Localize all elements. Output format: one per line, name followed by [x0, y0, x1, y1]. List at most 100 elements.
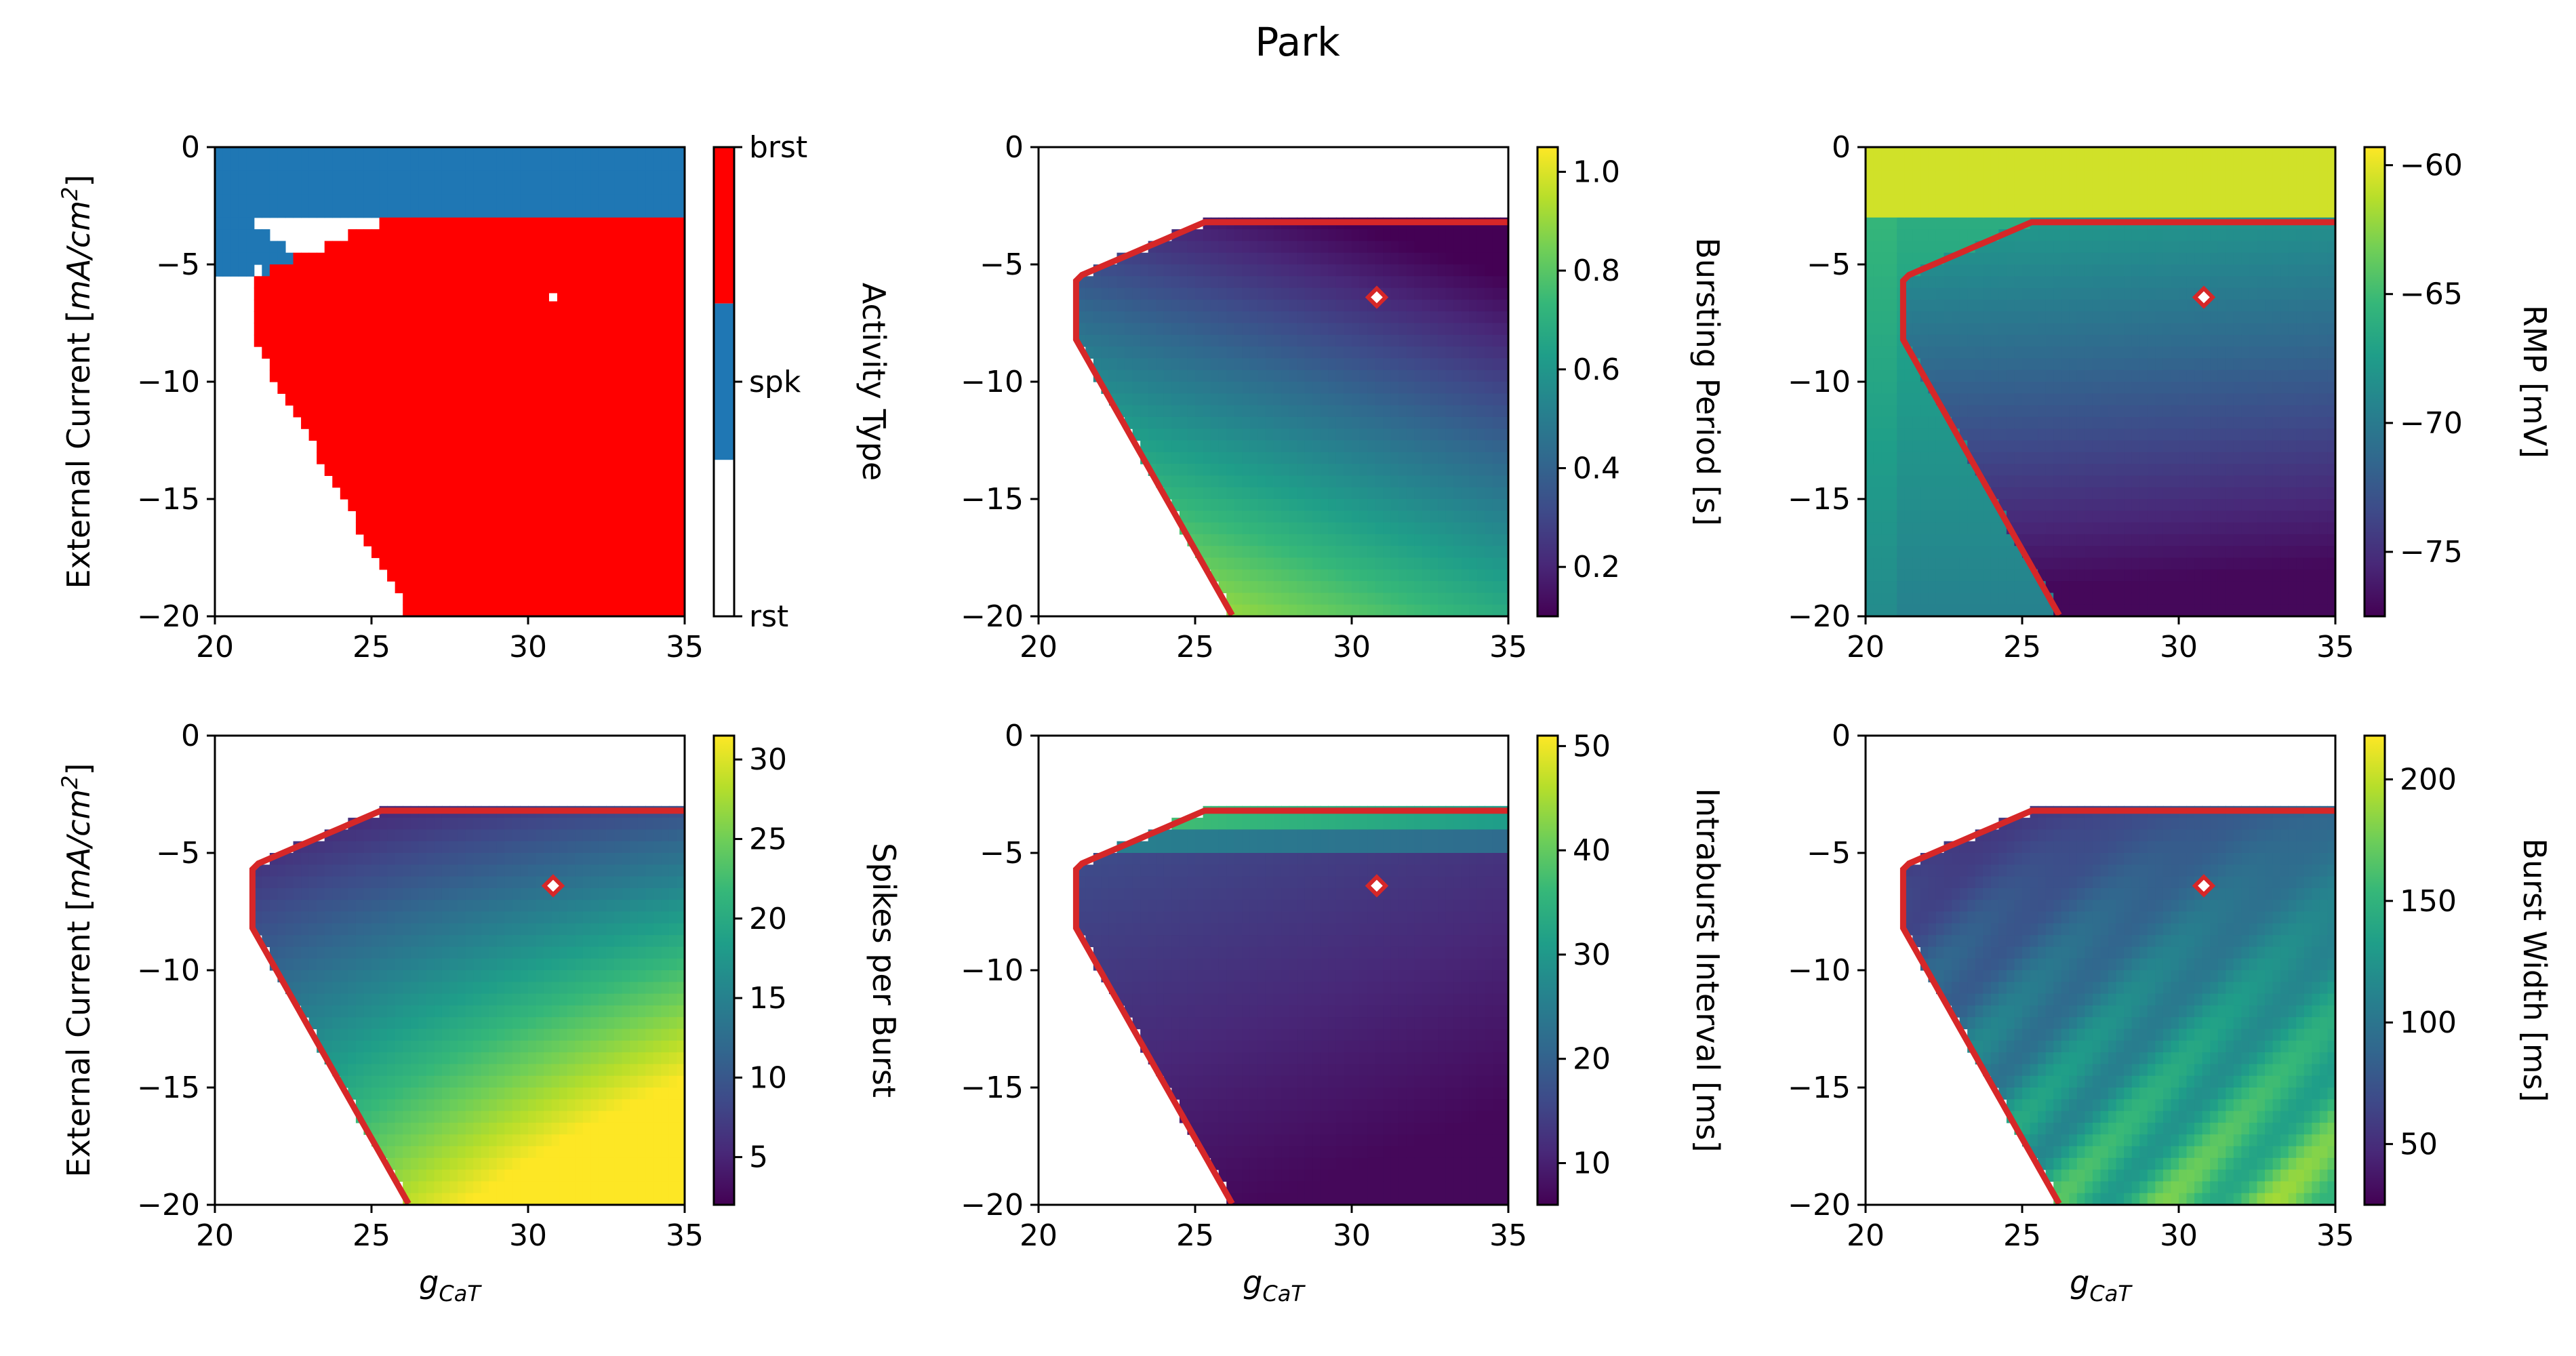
heatmap-cell [348, 252, 357, 265]
heatmap-cell [2100, 428, 2109, 441]
heatmap-cell [1912, 241, 1921, 254]
heatmap-cell [1983, 405, 1992, 418]
heatmap-cell [582, 511, 591, 523]
heatmap-cell [1226, 323, 1235, 336]
heatmap-cell [1438, 276, 1447, 289]
heatmap-cell [1952, 358, 1960, 371]
heatmap-cell [1904, 428, 1913, 441]
heatmap-cell [598, 604, 607, 616]
heatmap-cell [269, 311, 278, 324]
heatmap-cell [1912, 416, 1921, 429]
heatmap-cell [2116, 546, 2125, 559]
heatmap-cell [293, 323, 302, 336]
heatmap-cell [653, 581, 662, 593]
heatmap-cell [301, 299, 310, 312]
heatmap-cell [1904, 217, 1913, 230]
heatmap-cell [582, 323, 591, 336]
heatmap-cell [590, 511, 599, 523]
heatmap-cell [1967, 475, 1976, 488]
heatmap-cell [254, 229, 262, 241]
heatmap-cell [441, 440, 451, 453]
heatmap-cell [1335, 311, 1345, 324]
heatmap-cell [637, 358, 646, 371]
heatmap-cell [1125, 334, 1133, 347]
heatmap-cell [582, 252, 591, 265]
heatmap-cell [1438, 452, 1447, 464]
heatmap-cell [645, 382, 654, 394]
heatmap-cell [1352, 534, 1361, 546]
heatmap-cell [1289, 405, 1297, 418]
heatmap-cell [677, 464, 685, 476]
heatmap-cell [1320, 241, 1329, 254]
heatmap-cell [395, 534, 403, 546]
heatmap-cell [622, 323, 630, 336]
heatmap-cell [489, 487, 498, 500]
heatmap-cell [1944, 159, 1952, 172]
heatmap-cell [1390, 522, 1399, 535]
heatmap-cell [1289, 593, 1297, 605]
heatmap-cell [1383, 511, 1392, 523]
heatmap-cell [230, 182, 239, 195]
heatmap-cell [2116, 428, 2125, 441]
heatmap-cell [1998, 464, 2007, 476]
heatmap-cell [2076, 276, 2085, 289]
heatmap-cell [1920, 159, 1929, 172]
heatmap-cell [1226, 393, 1235, 406]
heatmap-cell [606, 593, 615, 605]
heatmap-cell [1132, 311, 1141, 324]
heatmap-cell [1218, 452, 1227, 464]
heatmap-cell [1866, 487, 1874, 500]
heatmap-cell [332, 464, 341, 476]
heatmap-cell [473, 487, 482, 500]
heatmap-cell [1359, 534, 1368, 546]
heatmap-cell [2085, 276, 2093, 289]
heatmap-cell [1944, 393, 1952, 406]
heatmap-cell [520, 276, 529, 289]
heatmap-cell [544, 252, 552, 265]
heatmap-cell [285, 323, 294, 336]
heatmap-cell [332, 428, 341, 441]
heatmap-cell [1344, 440, 1352, 453]
heatmap-cell [1935, 205, 1945, 218]
heatmap-cell [481, 475, 489, 488]
heatmap-cell [520, 416, 529, 429]
heatmap-cell [1500, 522, 1508, 535]
heatmap-cell [2038, 287, 2047, 300]
heatmap-cell [1273, 499, 1282, 511]
heatmap-cell [582, 464, 591, 476]
heatmap-cell [458, 452, 466, 464]
heatmap-cell [598, 264, 607, 277]
heatmap-cell [403, 334, 411, 347]
heatmap-cell [512, 170, 521, 183]
heatmap-cell [1257, 346, 1266, 359]
heatmap-cell [371, 499, 380, 511]
heatmap-cell [1445, 370, 1454, 382]
heatmap-cell [2085, 252, 2093, 265]
heatmap-cell [645, 147, 654, 159]
heatmap-cell [1952, 299, 1960, 312]
heatmap-cell [285, 205, 294, 218]
heatmap-cell [1335, 534, 1345, 546]
heatmap-cell [1422, 311, 1431, 324]
heatmap-cell [559, 311, 568, 324]
heatmap-cell [1226, 416, 1235, 429]
heatmap-cell [1289, 428, 1297, 441]
heatmap-cell [1406, 593, 1415, 605]
heatmap-cell [528, 464, 537, 476]
heatmap-cell [434, 299, 443, 312]
heatmap-cell [458, 170, 466, 183]
heatmap-cell [355, 170, 365, 183]
heatmap-cell [512, 194, 521, 207]
heatmap-cell [2061, 604, 2070, 616]
heatmap-cell [371, 440, 380, 453]
heatmap-cell [668, 182, 678, 195]
heatmap-cell [1257, 323, 1266, 336]
heatmap-cell [387, 287, 396, 300]
heatmap-cell [324, 159, 333, 172]
heatmap-cell [1297, 511, 1306, 523]
heatmap-cell [1866, 511, 1874, 523]
heatmap-cell [363, 205, 372, 218]
heatmap-cell [1335, 593, 1345, 605]
heatmap-cell [449, 299, 458, 312]
heatmap-cell [677, 323, 685, 336]
